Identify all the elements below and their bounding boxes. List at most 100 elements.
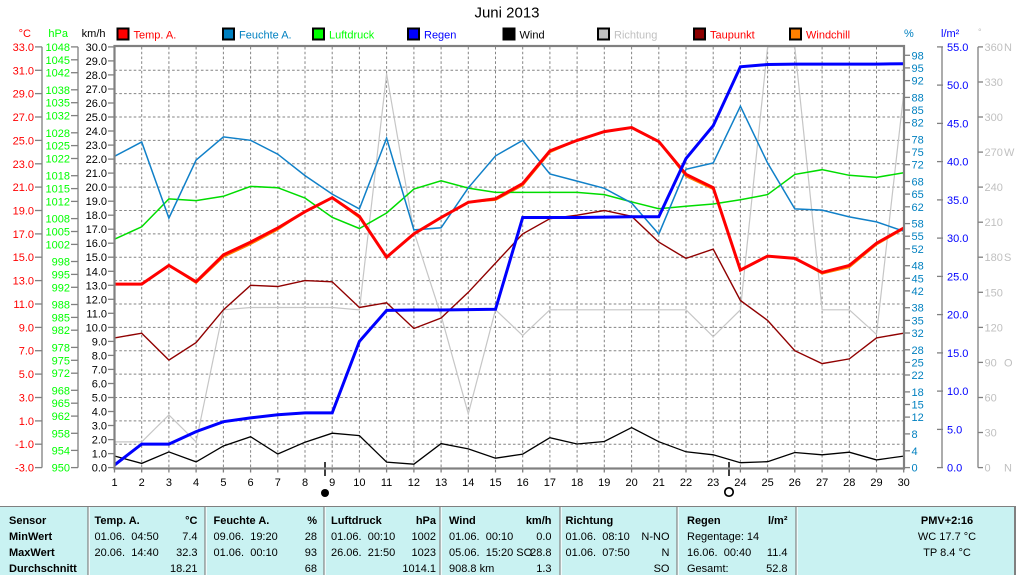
svg-text:52: 52 [912,244,924,256]
svg-text:1.0: 1.0 [19,416,34,428]
svg-text:N: N [1004,42,1012,54]
svg-text:985: 985 [52,312,70,324]
svg-text:19.0: 19.0 [86,196,107,208]
svg-text:21: 21 [653,477,665,489]
svg-text:Regen: Regen [424,30,456,42]
svg-text:85: 85 [912,105,924,117]
svg-text:-1.0: -1.0 [15,439,34,451]
svg-text:62: 62 [912,202,924,214]
svg-text:25: 25 [912,357,924,369]
svg-text:60: 60 [985,393,997,405]
svg-text:5.0: 5.0 [92,393,107,405]
svg-text:14.0: 14.0 [86,266,107,278]
svg-text:1022: 1022 [46,154,70,166]
svg-text:23.0: 23.0 [86,140,107,152]
svg-text:15: 15 [489,477,501,489]
svg-text:9.0: 9.0 [92,336,107,348]
svg-text:25.0: 25.0 [947,271,968,283]
svg-text:1035: 1035 [46,98,70,110]
svg-text:0.0: 0.0 [947,463,962,475]
svg-text:15: 15 [912,400,924,412]
svg-text:958: 958 [52,428,70,440]
svg-text:2.0: 2.0 [92,435,107,447]
svg-text:7.4: 7.4 [182,531,197,543]
svg-text:1.0: 1.0 [92,449,107,461]
svg-text:68: 68 [912,177,924,189]
svg-text:28: 28 [843,477,855,489]
svg-text:21.0: 21.0 [86,168,107,180]
svg-text:35.0: 35.0 [947,195,968,207]
svg-text:40.0: 40.0 [947,157,968,169]
svg-text:29.0: 29.0 [13,89,34,101]
svg-text:1032: 1032 [46,111,70,123]
svg-text:10: 10 [353,477,365,489]
svg-text:N-NO: N-NO [641,531,670,543]
svg-text:hPa: hPa [416,515,437,527]
svg-text:01.06. 00:10: 01.06. 00:10 [449,531,513,543]
svg-text:Windchill: Windchill [806,30,850,42]
svg-text:01.06. 04:50: 01.06. 04:50 [95,531,159,543]
svg-text:Luftdruck: Luftdruck [331,515,383,527]
svg-text:1038: 1038 [46,85,70,97]
svg-text:965: 965 [52,398,70,410]
svg-text:S: S [1004,252,1011,264]
svg-text:29.0: 29.0 [86,56,107,68]
svg-text:1018: 1018 [46,171,70,183]
svg-text:45.0: 45.0 [947,118,968,130]
svg-text:88: 88 [912,92,924,104]
svg-text:%: % [307,515,317,527]
svg-text:°C: °C [19,28,31,40]
svg-text:30: 30 [898,477,910,489]
svg-text:13.0: 13.0 [13,276,34,288]
svg-text:19: 19 [598,477,610,489]
svg-text:16.06. 00:40: 16.06. 00:40 [687,547,751,559]
svg-text:Regentage: 14: Regentage: 14 [687,531,759,543]
svg-text:1002: 1002 [46,239,70,251]
svg-text:13: 13 [435,477,447,489]
svg-text:1023: 1023 [412,547,436,559]
svg-text:3: 3 [166,477,172,489]
svg-text:210: 210 [985,217,1003,229]
svg-text:992: 992 [52,282,70,294]
svg-text:23.0: 23.0 [13,159,34,171]
svg-text:17.0: 17.0 [86,224,107,236]
svg-text:95: 95 [912,63,924,75]
svg-text:998: 998 [52,257,70,269]
svg-text:9.0: 9.0 [19,322,34,334]
svg-text:1045: 1045 [46,55,70,67]
svg-text:l/m²: l/m² [941,28,960,40]
svg-text:Sensor: Sensor [9,515,47,527]
svg-text:5.0: 5.0 [947,424,962,436]
svg-text:28: 28 [912,345,924,357]
svg-text:O: O [1004,357,1013,369]
svg-text:93: 93 [305,547,317,559]
svg-text:270: 270 [985,147,1003,159]
svg-text:11: 11 [381,477,392,489]
svg-text:1008: 1008 [46,214,70,226]
svg-text:962: 962 [52,411,70,423]
svg-text:28: 28 [305,531,317,543]
svg-text:1042: 1042 [46,68,70,80]
svg-text:05.06. 15:20 SO: 05.06. 15:20 SO [449,547,533,559]
svg-text:68: 68 [305,563,317,575]
svg-text:50.0: 50.0 [947,80,968,92]
svg-text:75: 75 [912,147,924,159]
svg-text:150: 150 [985,287,1003,299]
svg-text:12: 12 [912,412,924,424]
svg-text:4.0: 4.0 [92,407,107,419]
svg-text:995: 995 [52,269,70,281]
svg-text:WC 17.7 °C: WC 17.7 °C [918,531,976,543]
svg-text:12: 12 [408,477,420,489]
svg-text:Feuchte A.: Feuchte A. [214,515,270,527]
svg-text:30: 30 [985,428,997,440]
svg-text:55.0: 55.0 [947,42,968,54]
svg-text:28.8: 28.8 [530,547,551,559]
svg-text:1025: 1025 [46,141,70,153]
svg-text:6.0: 6.0 [92,379,107,391]
svg-text:25.0: 25.0 [86,112,107,124]
svg-text:27.0: 27.0 [86,84,107,96]
svg-text:11.0: 11.0 [86,308,107,320]
svg-text:Juni 2013: Juni 2013 [474,5,539,22]
svg-text:30.0: 30.0 [86,42,107,54]
svg-text:17: 17 [544,477,556,489]
